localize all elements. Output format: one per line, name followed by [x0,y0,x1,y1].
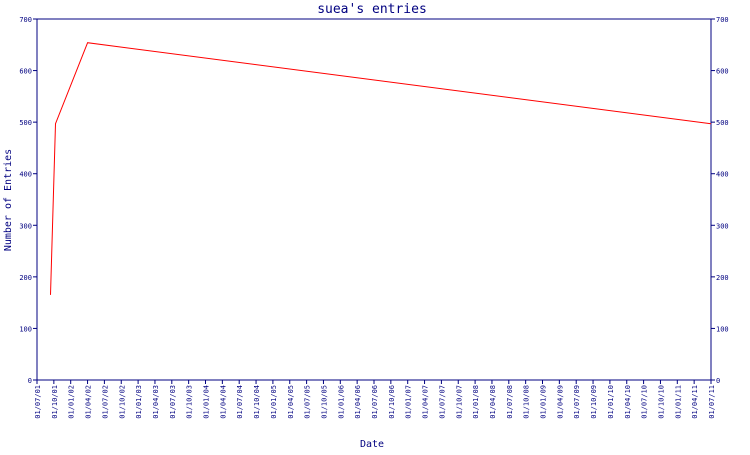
x-tick-label: 01/10/04 [253,385,261,419]
y-tick-label-right: 100 [716,325,729,333]
y-tick-label-right: 500 [716,119,729,127]
plot-frame [36,18,712,381]
x-tick-label: 01/04/10 [624,385,632,419]
series-line [50,42,712,295]
x-tick-label: 01/07/11 [708,385,716,419]
x-tick-label: 01/10/03 [186,385,194,419]
plot-area-border [36,18,712,381]
y-tick-label-left: 100 [19,325,32,333]
y-tick-label-left: 600 [19,68,32,76]
x-tick-label: 01/10/10 [657,385,665,419]
x-tick-label: 01/10/01 [51,385,59,419]
x-tick-label: 01/07/08 [506,385,514,419]
x-tick-label: 01/10/06 [388,385,396,419]
chart-title: suea's entries [317,2,427,17]
x-tick-label: 01/10/05 [320,385,328,419]
x-tick-label: 01/07/01 [34,385,42,419]
y-tick-label-right: 400 [716,171,729,179]
y-tick-label-right: 200 [716,274,729,282]
y-tick-label-left: 400 [19,171,32,179]
x-tick-label: 01/01/05 [270,385,278,419]
x-tick-label: 01/04/08 [489,385,497,419]
y-tick-label-left: 700 [19,16,32,24]
x-axis-title: Date [360,439,384,450]
y-tick-label-right: 600 [716,68,729,76]
x-tick-label: 01/10/09 [590,385,598,419]
x-tick-label: 01/07/04 [236,385,244,419]
x-tick-label: 01/01/08 [472,385,480,419]
x-tick-label: 01/04/07 [422,385,430,419]
x-tick-label: 01/04/09 [556,385,564,419]
y-tick-label-left: 500 [19,119,32,127]
x-tick-label: 01/07/03 [169,385,177,419]
x-tick-label: 01/04/06 [354,385,362,419]
x-tick-label: 01/10/07 [455,385,463,419]
x-tick-label: 01/07/06 [371,385,379,419]
y-axis-title: Number of Entries [3,149,14,251]
x-tick-label: 01/04/02 [85,385,93,419]
x-tick-label: 01/04/04 [219,385,227,419]
y-tick-label-right: 0 [716,377,720,385]
x-tick-label: 01/01/06 [337,385,345,419]
x-tick-label: 01/07/10 [641,385,649,419]
x-tick-label: 01/10/08 [523,385,531,419]
x-tick-label: 01/01/11 [674,385,682,419]
x-tick-label: 01/01/10 [607,385,615,419]
y-tick-label-right: 700 [716,16,729,24]
y-tick-label-right: 300 [716,222,729,230]
x-tick-label: 01/07/02 [101,385,109,419]
x-tick-label: 01/10/02 [118,385,126,419]
y-tick-label-left: 0 [28,377,32,385]
x-axis-ticks: 01/07/01 01/10/01 01/01/02 01/04/02 01/07/02… [34,380,716,419]
x-tick-label: 01/04/03 [152,385,160,419]
y-tick-label-left: 200 [19,274,32,282]
x-tick-label: 01/07/07 [438,385,446,419]
y-tick-label-left: 300 [19,222,32,230]
x-tick-label: 01/01/09 [540,385,548,419]
x-tick-label: 01/01/04 [203,385,211,419]
x-tick-label: 01/01/03 [135,385,143,419]
y-axis-ticks: 0 0 100 100 200 200 300 300 400 400 500 500 600 600 70… [19,16,728,385]
x-tick-label: 01/01/07 [405,385,413,419]
x-tick-label: 01/07/09 [573,385,581,419]
x-tick-label: 01/07/05 [304,385,312,419]
series-layer [50,42,712,295]
x-tick-label: 01/04/05 [287,385,295,419]
x-tick-label: 01/04/11 [691,385,699,419]
x-tick-label: 01/01/02 [68,385,76,419]
